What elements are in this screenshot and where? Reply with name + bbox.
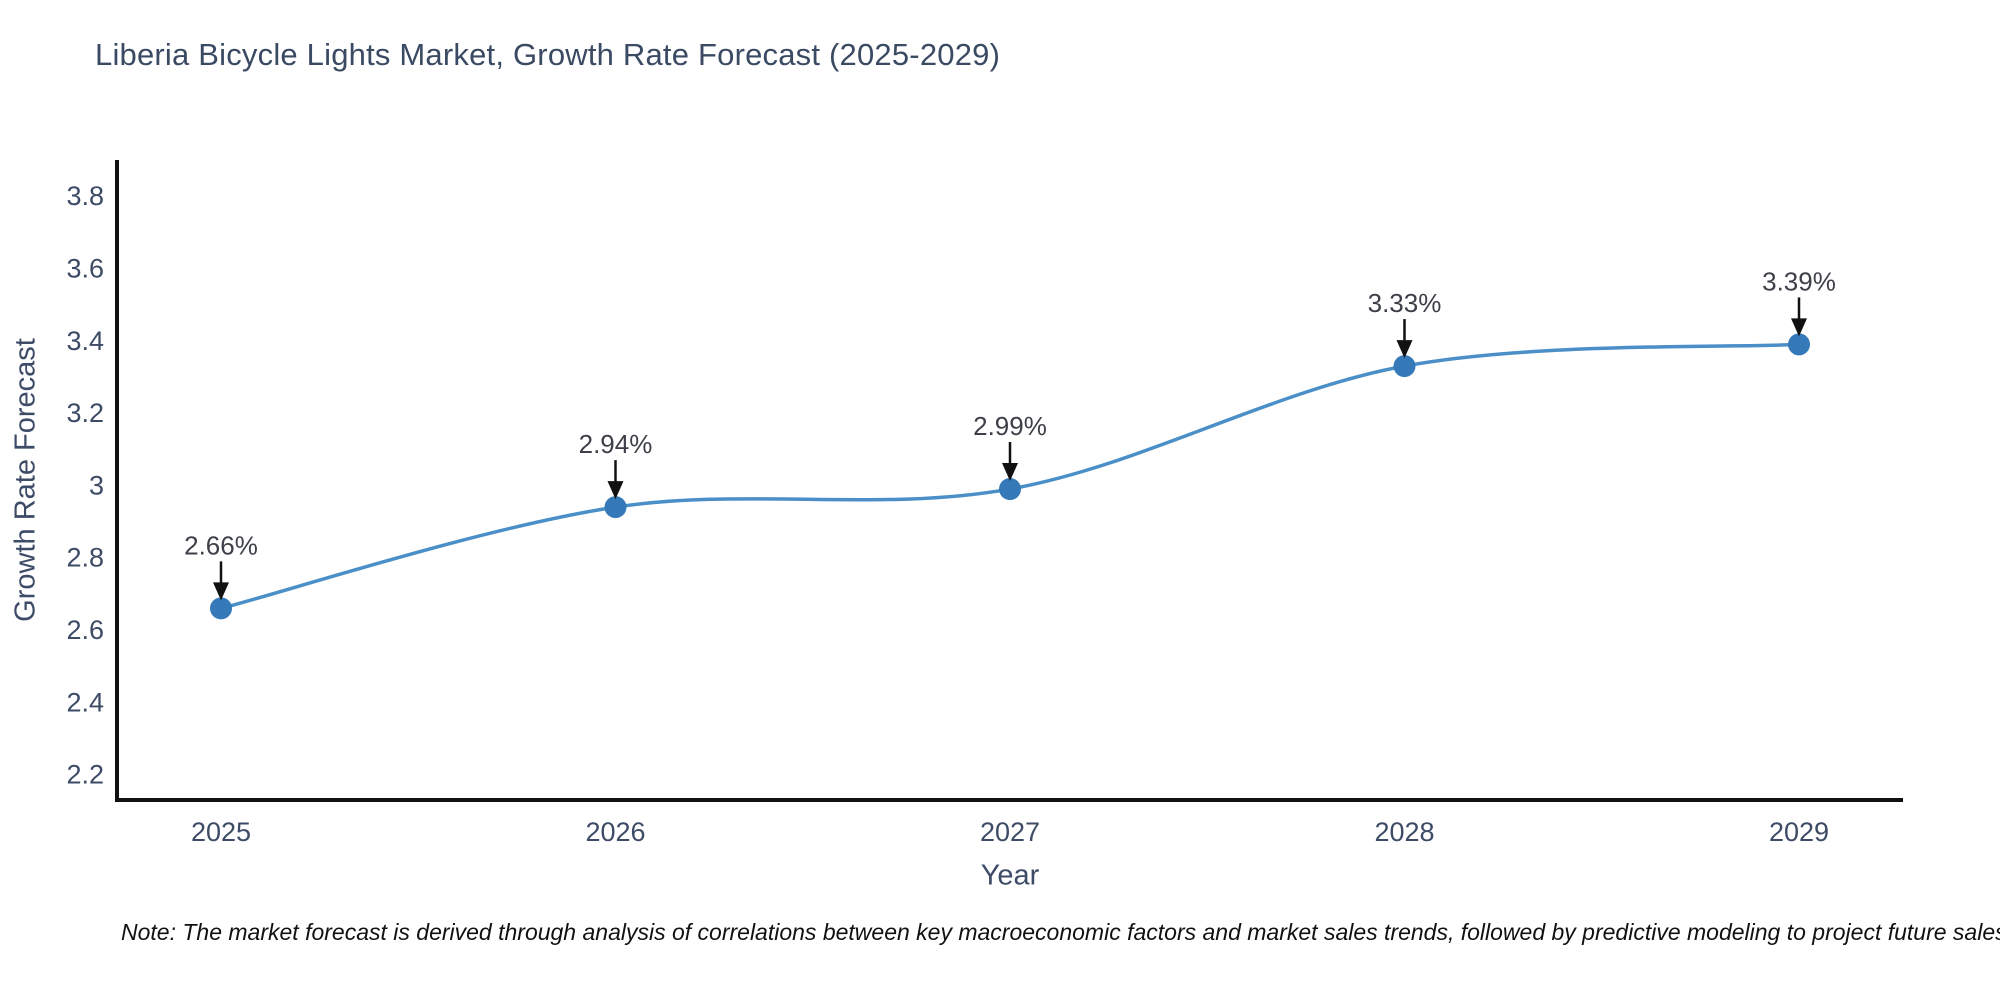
x-tick-label: 2027 [980, 817, 1040, 847]
x-tick-label: 2026 [585, 817, 645, 847]
data-point-marker[interactable] [999, 478, 1021, 501]
y-tick-label: 3.6 [66, 253, 104, 283]
y-tick-label: 2.6 [66, 615, 104, 645]
data-point-marker[interactable] [1393, 355, 1416, 378]
x-tick-label: 2028 [1374, 817, 1434, 847]
point-value-label: 3.39% [1762, 266, 1836, 296]
footnote: Note: The market forecast is derived thr… [121, 919, 2000, 945]
y-tick-label: 3.4 [66, 326, 104, 356]
y-tick-label: 2.8 [66, 543, 104, 573]
data-point-marker[interactable] [604, 496, 627, 519]
x-tick-label: 2025 [191, 817, 251, 847]
point-value-label: 2.94% [579, 429, 653, 459]
x-tick-label: 2029 [1769, 817, 1829, 847]
x-axis-title: Year [980, 859, 1040, 892]
annotation-arrow-head [607, 481, 624, 500]
annotation-arrow-head [1002, 463, 1018, 482]
chart-title: Liberia Bicycle Lights Market, Growth Ra… [95, 37, 1001, 72]
annotation-arrow-head [1396, 340, 1413, 359]
point-value-label: 3.33% [1368, 288, 1442, 318]
data-point-marker[interactable] [1788, 333, 1810, 356]
y-tick-label: 2.4 [66, 687, 104, 717]
y-tick-label: 3 [89, 470, 104, 500]
point-value-label: 2.99% [973, 411, 1047, 441]
y-tick-label: 3.8 [66, 181, 104, 211]
y-axis-title: Growth Rate Forecast [9, 338, 42, 622]
y-tick-label: 3.2 [66, 398, 104, 428]
data-point-marker[interactable] [210, 597, 232, 620]
annotation-arrow-head [213, 582, 229, 601]
y-tick-label: 2.2 [66, 760, 104, 790]
point-value-label: 2.66% [184, 530, 258, 560]
annotation-arrow-head [1791, 318, 1807, 337]
